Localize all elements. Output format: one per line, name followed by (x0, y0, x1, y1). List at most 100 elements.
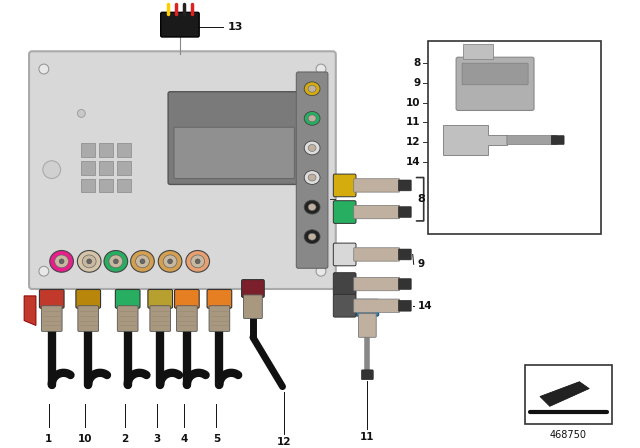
FancyBboxPatch shape (207, 289, 232, 308)
Ellipse shape (304, 171, 320, 185)
FancyBboxPatch shape (354, 277, 400, 291)
Ellipse shape (304, 230, 320, 244)
Polygon shape (463, 44, 493, 59)
FancyBboxPatch shape (174, 127, 294, 178)
Text: 3: 3 (154, 434, 161, 444)
FancyBboxPatch shape (507, 136, 557, 145)
FancyBboxPatch shape (244, 295, 262, 319)
Text: 2: 2 (121, 434, 129, 444)
Ellipse shape (304, 200, 320, 214)
FancyBboxPatch shape (399, 249, 412, 260)
FancyBboxPatch shape (115, 289, 140, 308)
Ellipse shape (77, 250, 101, 272)
Ellipse shape (83, 255, 96, 268)
Text: 7: 7 (550, 79, 557, 89)
Text: 14: 14 (418, 301, 432, 311)
Ellipse shape (136, 255, 149, 268)
Ellipse shape (308, 85, 316, 92)
Text: 9: 9 (418, 259, 425, 269)
Text: 12: 12 (406, 137, 420, 147)
Ellipse shape (308, 233, 316, 240)
Ellipse shape (163, 255, 177, 268)
Polygon shape (444, 125, 508, 155)
FancyBboxPatch shape (354, 248, 400, 261)
FancyBboxPatch shape (399, 180, 412, 191)
FancyBboxPatch shape (333, 243, 356, 266)
FancyBboxPatch shape (29, 51, 336, 289)
FancyBboxPatch shape (358, 314, 376, 337)
FancyBboxPatch shape (40, 289, 64, 308)
FancyBboxPatch shape (354, 299, 400, 312)
Text: 4: 4 (180, 434, 188, 444)
Polygon shape (540, 382, 589, 406)
Ellipse shape (140, 259, 145, 264)
Bar (99, 143, 113, 157)
Bar (117, 143, 131, 157)
Ellipse shape (131, 250, 154, 272)
Text: 13: 13 (227, 22, 243, 32)
Ellipse shape (304, 112, 320, 125)
Ellipse shape (191, 255, 205, 268)
Text: 5: 5 (213, 434, 220, 444)
FancyBboxPatch shape (399, 300, 412, 311)
FancyBboxPatch shape (362, 370, 373, 380)
FancyBboxPatch shape (354, 179, 400, 192)
Text: 10: 10 (406, 98, 420, 108)
Text: 8: 8 (418, 194, 426, 204)
FancyBboxPatch shape (399, 279, 412, 289)
Text: 14: 14 (406, 157, 420, 167)
FancyBboxPatch shape (175, 289, 199, 308)
Ellipse shape (304, 141, 320, 155)
Ellipse shape (59, 259, 64, 264)
Ellipse shape (50, 250, 74, 272)
FancyBboxPatch shape (399, 207, 412, 217)
Ellipse shape (308, 115, 316, 122)
Text: 8: 8 (413, 58, 420, 68)
FancyBboxPatch shape (150, 306, 171, 332)
FancyBboxPatch shape (456, 57, 534, 111)
FancyBboxPatch shape (354, 205, 400, 219)
FancyBboxPatch shape (333, 174, 356, 197)
Ellipse shape (39, 64, 49, 74)
FancyBboxPatch shape (333, 273, 356, 295)
Ellipse shape (54, 255, 68, 268)
Text: 9: 9 (413, 78, 420, 88)
FancyBboxPatch shape (209, 306, 230, 332)
Ellipse shape (87, 259, 92, 264)
Bar (117, 161, 131, 175)
Text: 1: 1 (45, 434, 52, 444)
FancyBboxPatch shape (161, 13, 199, 37)
Text: 11: 11 (360, 432, 374, 442)
Ellipse shape (39, 266, 49, 276)
Ellipse shape (308, 204, 316, 211)
Bar (117, 178, 131, 192)
FancyBboxPatch shape (148, 289, 173, 308)
FancyBboxPatch shape (462, 63, 528, 85)
FancyBboxPatch shape (117, 306, 138, 332)
FancyBboxPatch shape (333, 294, 356, 317)
Ellipse shape (43, 161, 61, 178)
FancyBboxPatch shape (168, 92, 300, 185)
Ellipse shape (168, 259, 173, 264)
Ellipse shape (109, 255, 123, 268)
FancyBboxPatch shape (78, 306, 99, 332)
Ellipse shape (304, 82, 320, 96)
Ellipse shape (316, 266, 326, 276)
Text: 12: 12 (277, 437, 292, 447)
FancyBboxPatch shape (296, 72, 328, 268)
Ellipse shape (104, 250, 127, 272)
FancyBboxPatch shape (76, 289, 100, 308)
Ellipse shape (308, 145, 316, 151)
Ellipse shape (113, 259, 118, 264)
Ellipse shape (316, 64, 326, 74)
Bar (81, 178, 95, 192)
FancyBboxPatch shape (356, 299, 379, 316)
Ellipse shape (158, 250, 182, 272)
Text: 11: 11 (406, 117, 420, 127)
Text: 468750: 468750 (550, 430, 587, 440)
Ellipse shape (77, 109, 85, 117)
Bar (81, 161, 95, 175)
FancyBboxPatch shape (551, 136, 564, 145)
Bar (99, 178, 113, 192)
FancyBboxPatch shape (241, 280, 264, 297)
